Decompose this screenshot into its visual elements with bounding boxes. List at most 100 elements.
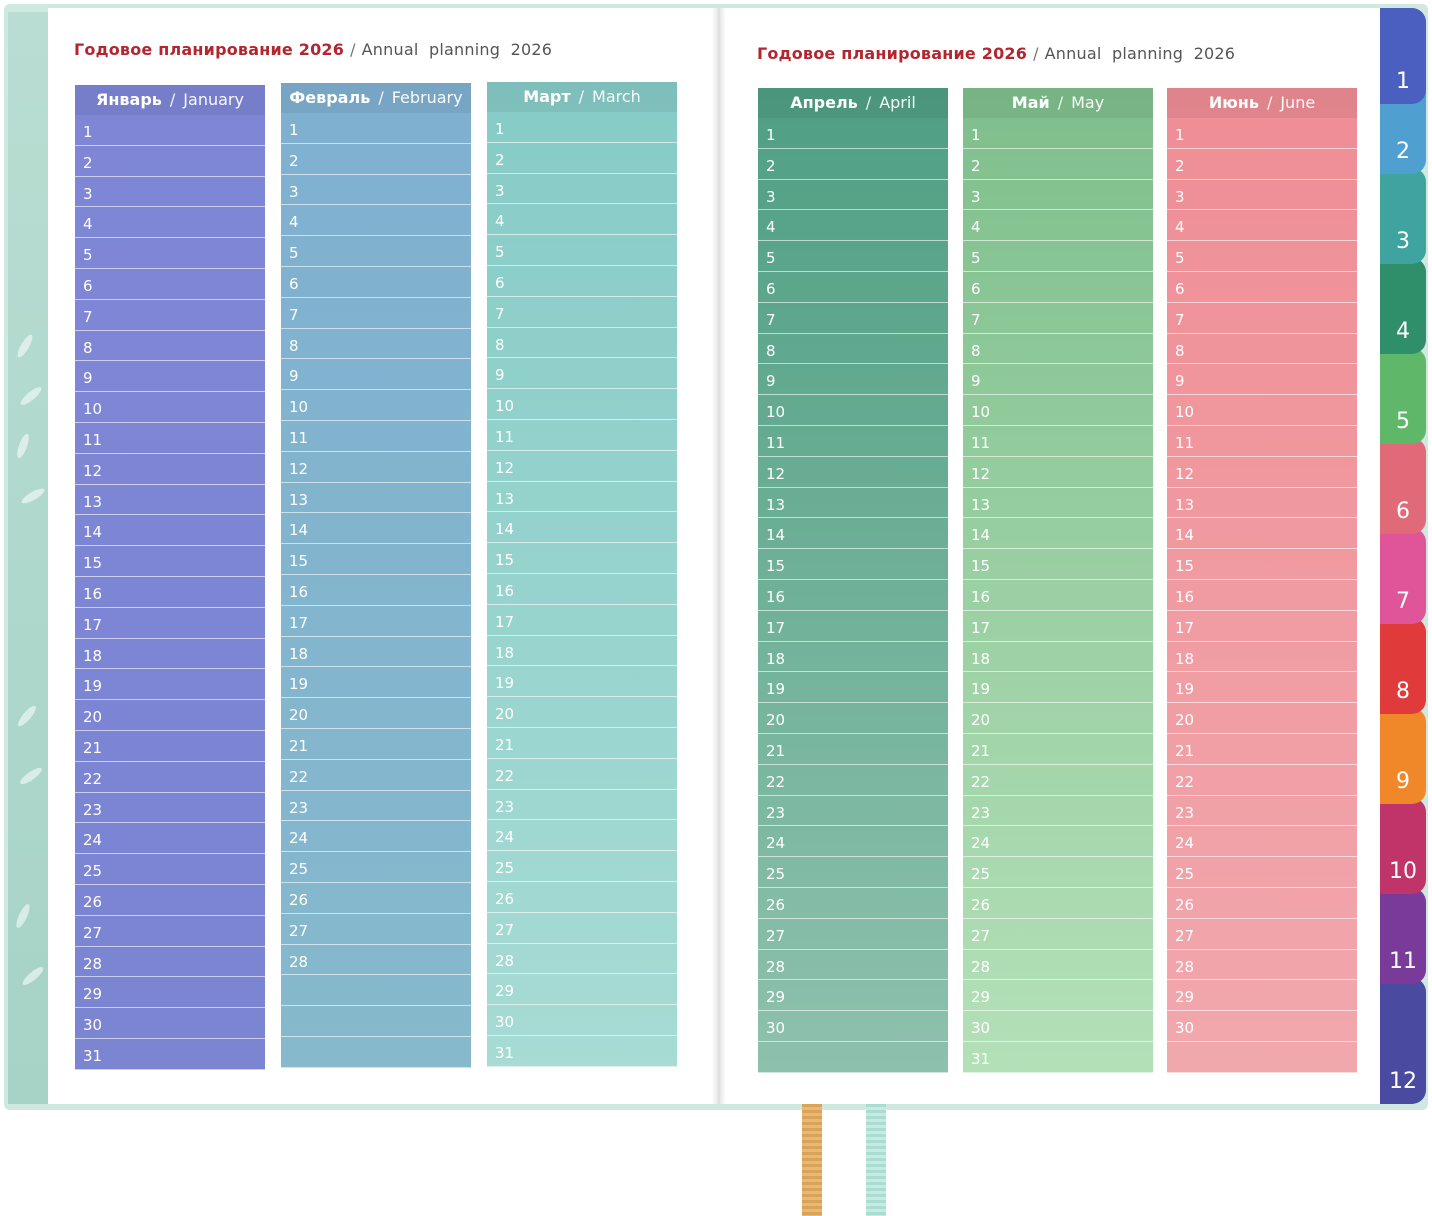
bookmark-ribbon-orange[interactable] (802, 1104, 822, 1216)
day-row[interactable]: 28 (281, 945, 471, 976)
day-row[interactable]: 15 (487, 543, 677, 574)
day-row[interactable]: 13 (963, 488, 1153, 519)
day-row[interactable]: 31 (963, 1042, 1153, 1073)
day-row[interactable]: 17 (1167, 611, 1357, 642)
day-row[interactable]: 7 (758, 303, 948, 334)
day-row[interactable]: 15 (281, 544, 471, 575)
day-row[interactable]: 25 (1167, 857, 1357, 888)
day-row[interactable]: 27 (487, 913, 677, 944)
day-row[interactable]: 13 (281, 483, 471, 514)
day-row[interactable]: 25 (487, 851, 677, 882)
day-row[interactable]: 5 (281, 236, 471, 267)
day-row[interactable]: 10 (1167, 395, 1357, 426)
day-row[interactable]: 24 (963, 826, 1153, 858)
day-row[interactable]: 26 (487, 882, 677, 913)
day-row[interactable]: 16 (1167, 580, 1357, 611)
month-tab-5[interactable]: 5 (1380, 348, 1426, 444)
day-row[interactable]: 18 (281, 637, 471, 668)
day-row[interactable]: 10 (281, 390, 471, 421)
day-row[interactable]: 2 (758, 149, 948, 180)
day-row[interactable]: 5 (963, 241, 1153, 272)
day-row[interactable]: 26 (963, 888, 1153, 919)
day-row[interactable]: 13 (758, 488, 948, 519)
day-row[interactable]: 2 (281, 144, 471, 175)
day-row[interactable]: 10 (487, 389, 677, 420)
day-row[interactable]: 28 (1167, 950, 1357, 981)
day-row[interactable]: 27 (963, 919, 1153, 950)
day-row[interactable]: 13 (487, 482, 677, 513)
day-row[interactable]: 17 (487, 605, 677, 636)
day-row[interactable]: 12 (1167, 457, 1357, 488)
month-tab-12[interactable]: 12 (1380, 978, 1426, 1104)
month-tab-6[interactable]: 6 (1380, 438, 1426, 534)
day-row[interactable]: 9 (75, 361, 265, 393)
day-row[interactable]: 29 (963, 980, 1153, 1012)
day-row[interactable]: 9 (963, 364, 1153, 396)
day-row[interactable]: 13 (1167, 488, 1357, 519)
day-row[interactable]: 8 (1167, 334, 1357, 365)
day-row[interactable]: 18 (963, 642, 1153, 673)
day-row[interactable]: 11 (1167, 426, 1357, 457)
day-row[interactable]: 8 (487, 328, 677, 359)
day-row[interactable]: 27 (1167, 919, 1357, 950)
day-row[interactable]: 27 (75, 916, 265, 947)
day-row[interactable]: 17 (963, 611, 1153, 642)
day-row[interactable]: 28 (963, 950, 1153, 981)
day-row[interactable]: 24 (758, 826, 948, 858)
day-row[interactable]: 19 (963, 672, 1153, 704)
day-row[interactable]: 18 (758, 642, 948, 673)
day-row[interactable]: 1 (487, 112, 677, 143)
day-row[interactable]: 6 (487, 266, 677, 297)
month-tab-8[interactable]: 8 (1380, 618, 1426, 714)
day-row[interactable]: 14 (963, 518, 1153, 550)
day-row[interactable]: 5 (1167, 241, 1357, 272)
month-tab-1[interactable]: 1 (1380, 8, 1426, 104)
day-row[interactable]: 7 (1167, 303, 1357, 334)
day-row[interactable]: 30 (963, 1011, 1153, 1042)
day-row[interactable]: 4 (487, 204, 677, 236)
day-row[interactable]: 20 (281, 698, 471, 729)
day-row[interactable]: 23 (1167, 796, 1357, 827)
day-row[interactable]: 19 (487, 666, 677, 698)
day-row[interactable]: 19 (758, 672, 948, 704)
day-row[interactable]: 19 (75, 669, 265, 701)
day-row[interactable]: 24 (75, 823, 265, 855)
day-row[interactable]: 2 (1167, 149, 1357, 180)
day-row[interactable]: 8 (281, 329, 471, 360)
day-row[interactable]: 30 (75, 1008, 265, 1039)
day-row[interactable]: 20 (1167, 703, 1357, 734)
day-row[interactable]: 17 (75, 608, 265, 639)
day-row[interactable]: 8 (758, 334, 948, 365)
day-row[interactable]: 31 (487, 1036, 677, 1067)
day-row[interactable]: 20 (758, 703, 948, 734)
day-row[interactable]: 6 (758, 272, 948, 303)
day-row[interactable]: 22 (487, 759, 677, 790)
day-row[interactable]: 16 (487, 574, 677, 605)
day-row[interactable]: 29 (1167, 980, 1357, 1012)
day-row[interactable]: 12 (963, 457, 1153, 488)
day-row[interactable]: 31 (75, 1039, 265, 1070)
day-row[interactable]: 30 (487, 1005, 677, 1036)
day-row[interactable]: 14 (758, 518, 948, 550)
day-row[interactable]: 14 (487, 512, 677, 544)
day-row[interactable]: 1 (963, 118, 1153, 149)
month-tab-3[interactable]: 3 (1380, 168, 1426, 264)
day-row[interactable]: 1 (758, 118, 948, 149)
day-row[interactable]: 22 (963, 765, 1153, 796)
day-row[interactable]: 3 (487, 174, 677, 205)
day-row[interactable]: 5 (75, 238, 265, 269)
day-row[interactable]: 25 (75, 854, 265, 885)
day-row[interactable]: 26 (758, 888, 948, 919)
day-row[interactable]: 7 (281, 298, 471, 329)
day-row[interactable]: 7 (487, 297, 677, 328)
bookmark-ribbon-mint[interactable] (866, 1104, 886, 1216)
day-row[interactable]: 25 (281, 852, 471, 883)
day-row[interactable]: 11 (487, 420, 677, 451)
day-row[interactable]: 21 (487, 728, 677, 759)
day-row[interactable]: 22 (1167, 765, 1357, 796)
day-row[interactable]: 6 (75, 269, 265, 300)
day-row[interactable]: 17 (281, 606, 471, 637)
day-row[interactable]: 4 (1167, 210, 1357, 242)
day-row[interactable]: 14 (75, 515, 265, 547)
day-row[interactable]: 11 (963, 426, 1153, 457)
